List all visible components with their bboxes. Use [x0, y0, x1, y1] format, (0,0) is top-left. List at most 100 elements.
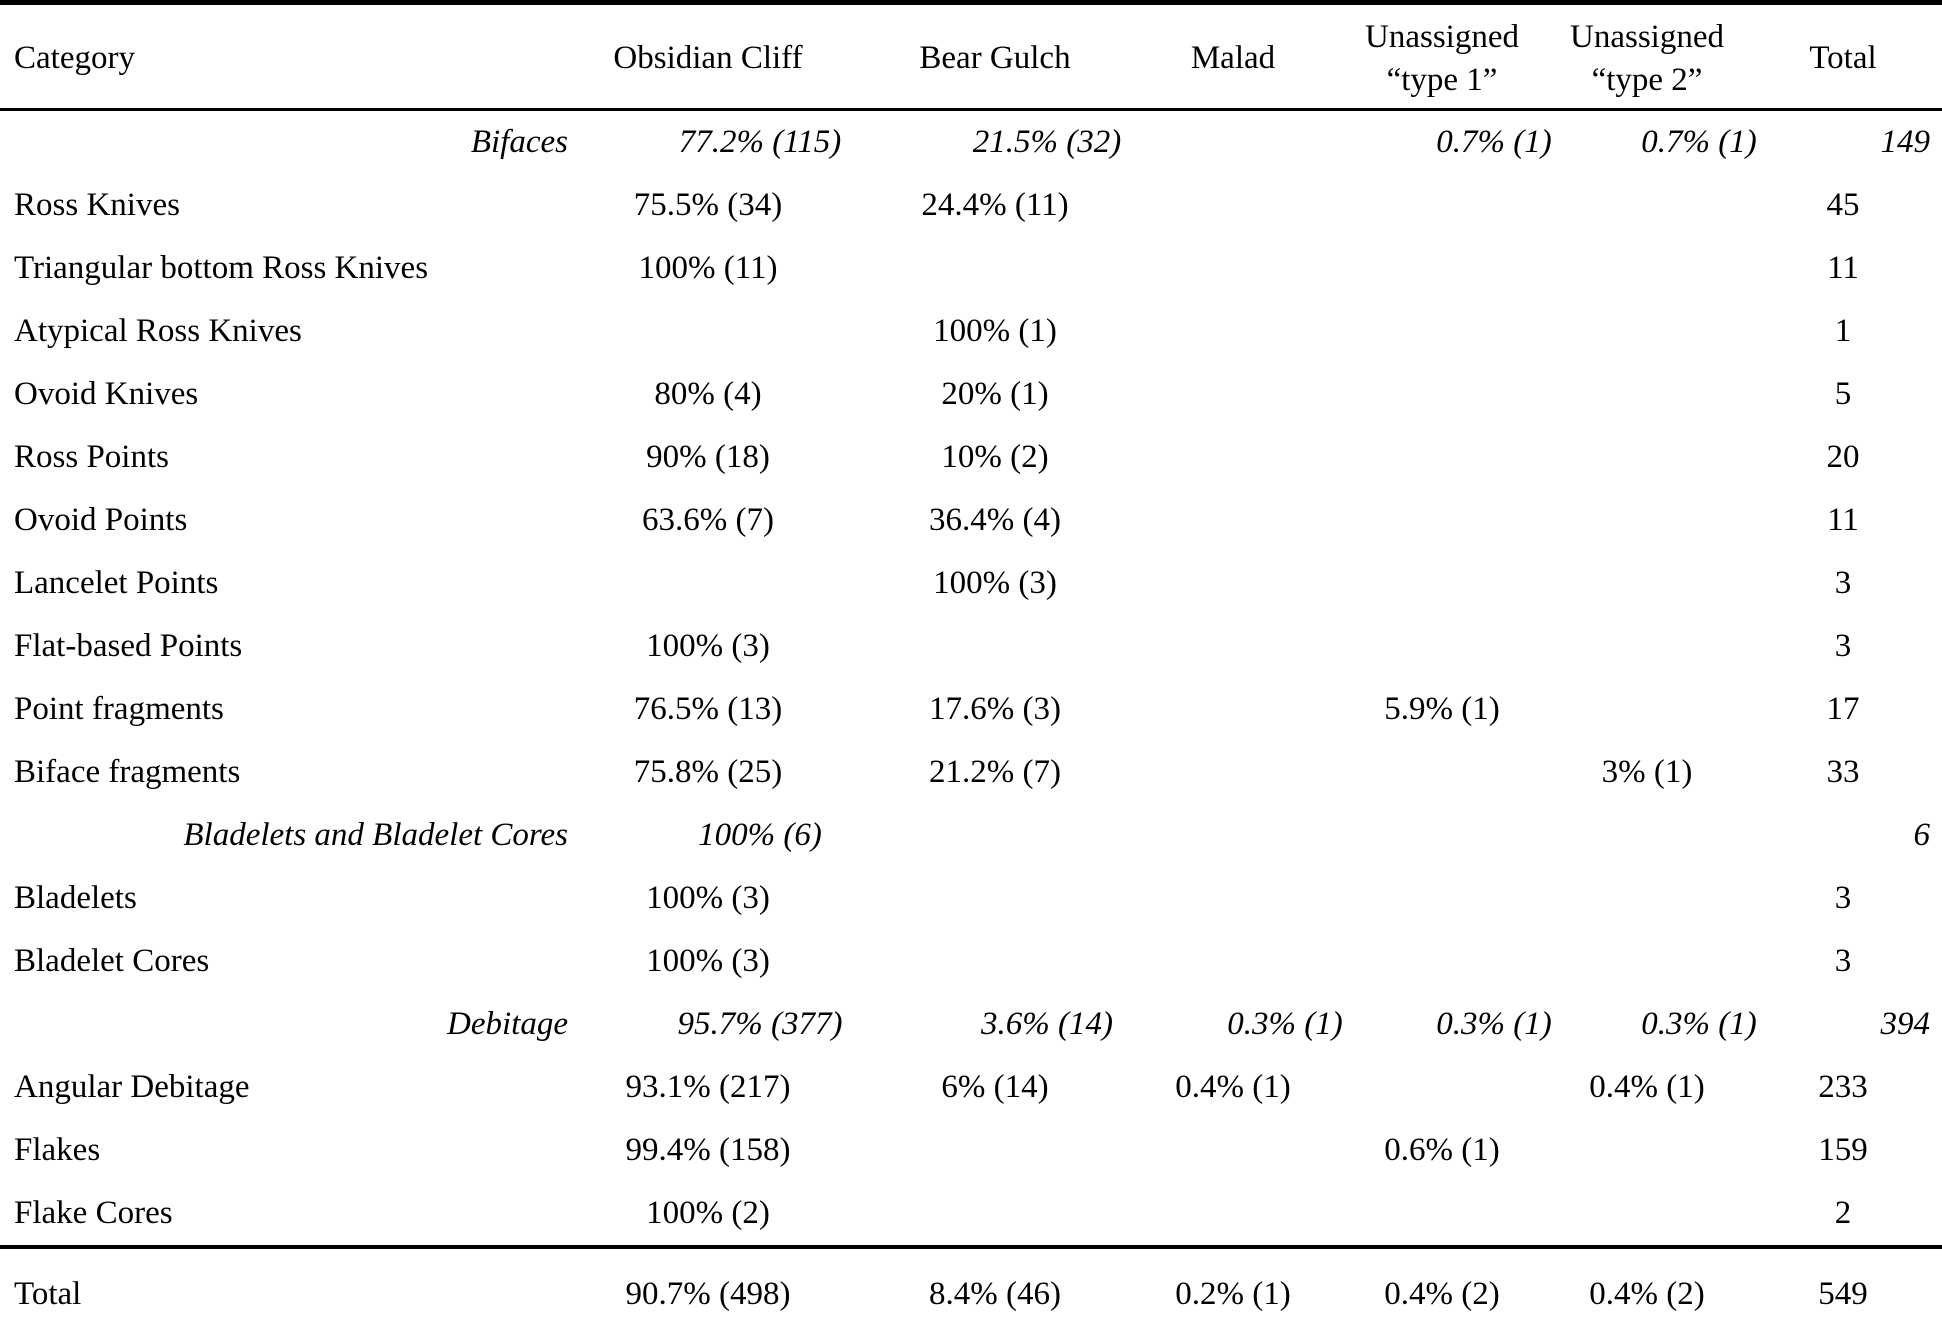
- table-row: Bladelets 100% (3) 3: [0, 867, 1942, 930]
- cell-category: Angular Debitage: [14, 1069, 250, 1105]
- cell-total: 1: [1834, 313, 1852, 349]
- table-row: Ross Points 90% (18) 10% (2) 20: [0, 426, 1942, 489]
- table-body: Bifaces 77.2% (115) 21.5% (32) 0.7% (1) 0.7%…: [0, 111, 1942, 1245]
- cell-category: Bladelets: [14, 880, 137, 916]
- cell-obsidian-cliff: 77.2% (115): [678, 124, 842, 160]
- cell-category: Lancelet Points: [14, 565, 219, 601]
- table-row: Atypical Ross Knives 100% (1) 1: [0, 300, 1942, 363]
- column-header-bear-gulch: Bear Gulch: [919, 40, 1071, 77]
- cell-obsidian-cliff: 75.5% (34): [633, 187, 783, 223]
- cell-category: Flake Cores: [14, 1195, 173, 1231]
- grand-total-row: Total 90.7% (498) 8.4% (46) 0.2% (1) 0.4% (2…: [0, 1249, 1942, 1339]
- cell-obsidian-cliff: 95.7% (377): [677, 1006, 843, 1042]
- cell-category: Bladelet Cores: [14, 943, 210, 979]
- cell-bear-gulch: 21.2% (7): [929, 754, 1061, 790]
- header-row: Category Obsidian Cliff Bear Gulch Malad Una…: [0, 5, 1942, 108]
- cell-total: 549: [1818, 1275, 1868, 1312]
- cell-total: 33: [1826, 754, 1860, 790]
- column-header-category: Category: [14, 40, 135, 77]
- cell-unassigned-type-2: 0.3% (1): [1641, 1006, 1757, 1042]
- header-divider-rule: [0, 108, 1942, 111]
- cell-total: 3: [1834, 628, 1852, 664]
- section-subtotal-row: Bladelets and Bladelet Cores 100% (6) 6: [0, 804, 1942, 867]
- column-header-malad: Malad: [1190, 40, 1276, 77]
- total-divider-rule: [0, 1245, 1942, 1249]
- cell-obsidian-cliff: 80% (4): [654, 376, 762, 412]
- cell-total: 2: [1834, 1195, 1852, 1231]
- column-header-unassigned-type-1: Unassigned “type 1”: [1365, 19, 1519, 98]
- table-row: Ovoid Points 63.6% (7) 36.4% (4) 11: [0, 489, 1942, 552]
- cell-category: Ovoid Knives: [14, 376, 199, 412]
- cell-obsidian-cliff: 90.7% (498): [625, 1275, 791, 1312]
- cell-unassigned-type-2: 0.4% (1): [1589, 1069, 1705, 1105]
- cell-obsidian-cliff: 75.8% (25): [633, 754, 783, 790]
- cell-bear-gulch: 8.4% (46): [929, 1275, 1061, 1312]
- cell-bear-gulch: 36.4% (4): [929, 502, 1061, 538]
- cell-bear-gulch: 24.4% (11): [921, 187, 1069, 223]
- table-row: Flakes 99.4% (158) 0.6% (1) 159: [0, 1119, 1942, 1182]
- cell-total: 394: [1880, 1006, 1931, 1042]
- cell-total: 5: [1834, 376, 1852, 412]
- cell-category: Total: [14, 1275, 82, 1312]
- cell-category: Ross Points: [14, 439, 169, 475]
- cell-obsidian-cliff: 63.6% (7): [642, 502, 774, 538]
- cell-bear-gulch: 100% (3): [933, 565, 1057, 601]
- cell-unassigned-type-2: 0.4% (2): [1589, 1275, 1705, 1312]
- cell-category: Bladelets and Bladelet Cores: [183, 817, 568, 853]
- cell-bear-gulch: 17.6% (3): [929, 691, 1061, 727]
- table-row: Bladelet Cores 100% (3) 3: [0, 930, 1942, 993]
- table-row: Biface fragments 75.8% (25) 21.2% (7) 3% (1…: [0, 741, 1942, 804]
- cell-total: 3: [1834, 565, 1852, 601]
- cell-bear-gulch: 100% (1): [933, 313, 1057, 349]
- cell-malad: 0.4% (1): [1175, 1069, 1291, 1105]
- cell-category: Atypical Ross Knives: [14, 313, 302, 349]
- cell-total: 159: [1818, 1132, 1868, 1168]
- cell-category: Ross Knives: [14, 187, 180, 223]
- cell-total: 6: [1913, 817, 1931, 853]
- cell-obsidian-cliff: 76.5% (13): [633, 691, 783, 727]
- cell-unassigned-type-2: 3% (1): [1601, 754, 1693, 790]
- cell-unassigned-type-1: 0.6% (1): [1384, 1132, 1500, 1168]
- cell-unassigned-type-1: 0.7% (1): [1436, 124, 1552, 160]
- cell-obsidian-cliff: 100% (3): [646, 880, 770, 916]
- cell-total: 17: [1826, 691, 1860, 727]
- cell-total: 11: [1827, 502, 1859, 538]
- cell-obsidian-cliff: 100% (2): [646, 1195, 770, 1231]
- cell-total: 45: [1826, 187, 1860, 223]
- cell-bear-gulch: 21.5% (32): [972, 124, 1122, 160]
- table-row: Triangular bottom Ross Knives 100% (11) 11: [0, 237, 1942, 300]
- column-header-total: Total: [1809, 40, 1877, 77]
- cell-unassigned-type-1: 0.3% (1): [1436, 1006, 1552, 1042]
- table-row: Flake Cores 100% (2) 2: [0, 1182, 1942, 1245]
- column-header-unassigned-type-2: Unassigned “type 2”: [1570, 19, 1724, 98]
- cell-obsidian-cliff: 100% (3): [646, 628, 770, 664]
- cell-category: Point fragments: [14, 691, 224, 727]
- cell-bear-gulch: 6% (14): [941, 1069, 1049, 1105]
- cell-total: 3: [1834, 943, 1852, 979]
- table-row: Point fragments 76.5% (13) 17.6% (3) 5.9% (…: [0, 678, 1942, 741]
- cell-category: Triangular bottom Ross Knives: [14, 250, 429, 286]
- table-row: Ross Knives 75.5% (34) 24.4% (11) 45: [0, 174, 1942, 237]
- cell-bear-gulch: 10% (2): [941, 439, 1049, 475]
- table-row: Lancelet Points 100% (3) 3: [0, 552, 1942, 615]
- cell-category: Debitage: [447, 1006, 568, 1042]
- cell-obsidian-cliff: 99.4% (158): [625, 1132, 791, 1168]
- cell-total: 233: [1818, 1069, 1868, 1105]
- cell-bear-gulch: 20% (1): [941, 376, 1049, 412]
- section-subtotal-row: Debitage 95.7% (377) 3.6% (14) 0.3% (1) 0.3%…: [0, 993, 1942, 1056]
- cell-obsidian-cliff: 90% (18): [646, 439, 770, 475]
- section-subtotal-row: Bifaces 77.2% (115) 21.5% (32) 0.7% (1) 0.7%…: [0, 111, 1942, 174]
- cell-total: 20: [1826, 439, 1860, 475]
- cell-unassigned-type-2: 0.7% (1): [1641, 124, 1757, 160]
- cell-category: Flakes: [14, 1132, 101, 1168]
- cell-category: Bifaces: [470, 124, 568, 160]
- cell-category: Flat-based Points: [14, 628, 243, 664]
- column-header-obsidian-cliff: Obsidian Cliff: [613, 40, 803, 77]
- cell-category: Biface fragments: [14, 754, 241, 790]
- cell-malad: 0.2% (1): [1175, 1275, 1291, 1312]
- table-row: Angular Debitage 93.1% (217) 6% (14) 0.4% (…: [0, 1056, 1942, 1119]
- cell-malad: 0.3% (1): [1227, 1006, 1343, 1042]
- cell-category: Ovoid Points: [14, 502, 188, 538]
- table-top-rule: [0, 0, 1942, 5]
